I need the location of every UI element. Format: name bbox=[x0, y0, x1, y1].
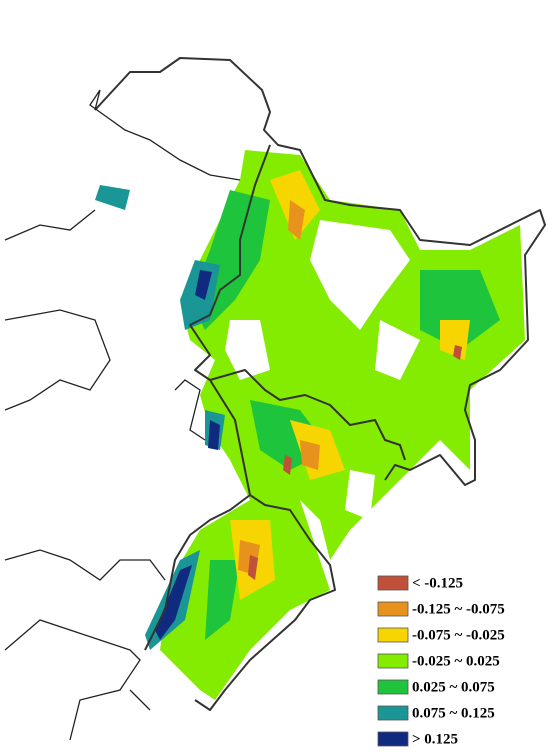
legend-swatch bbox=[377, 731, 409, 747]
vegetation-region bbox=[190, 190, 500, 640]
legend-swatch bbox=[377, 705, 409, 721]
legend-swatch bbox=[377, 601, 409, 617]
plain bbox=[225, 220, 420, 520]
legend-swatch bbox=[377, 575, 409, 591]
legend-label: 0.075 ~ 0.125 bbox=[412, 705, 495, 721]
legend-label: -0.125 ~ -0.075 bbox=[412, 601, 505, 617]
legend-label: 0.025 ~ 0.075 bbox=[412, 679, 495, 695]
legend-swatch bbox=[377, 679, 409, 695]
vegetation-region bbox=[95, 185, 225, 650]
legend-label: -0.025 ~ 0.025 bbox=[412, 653, 500, 669]
boundary bbox=[189, 144, 406, 461]
legend-swatch bbox=[377, 627, 409, 643]
boundaries bbox=[4, 57, 546, 741]
boundary bbox=[144, 494, 251, 651]
legend-label: > 0.125 bbox=[412, 731, 458, 747]
legend-label: -0.075 ~ -0.025 bbox=[412, 627, 505, 643]
legend: < -0.125 -0.125 ~ -0.075 -0.075 ~ -0.025 -0… bbox=[377, 575, 505, 747]
vegetation-region bbox=[248, 345, 462, 580]
boundary bbox=[94, 57, 546, 486]
boundary bbox=[4, 89, 241, 741]
legend-swatch bbox=[377, 653, 409, 669]
vegetation-map bbox=[95, 150, 525, 700]
legend-label: < -0.125 bbox=[412, 575, 463, 591]
boundary bbox=[194, 379, 336, 711]
